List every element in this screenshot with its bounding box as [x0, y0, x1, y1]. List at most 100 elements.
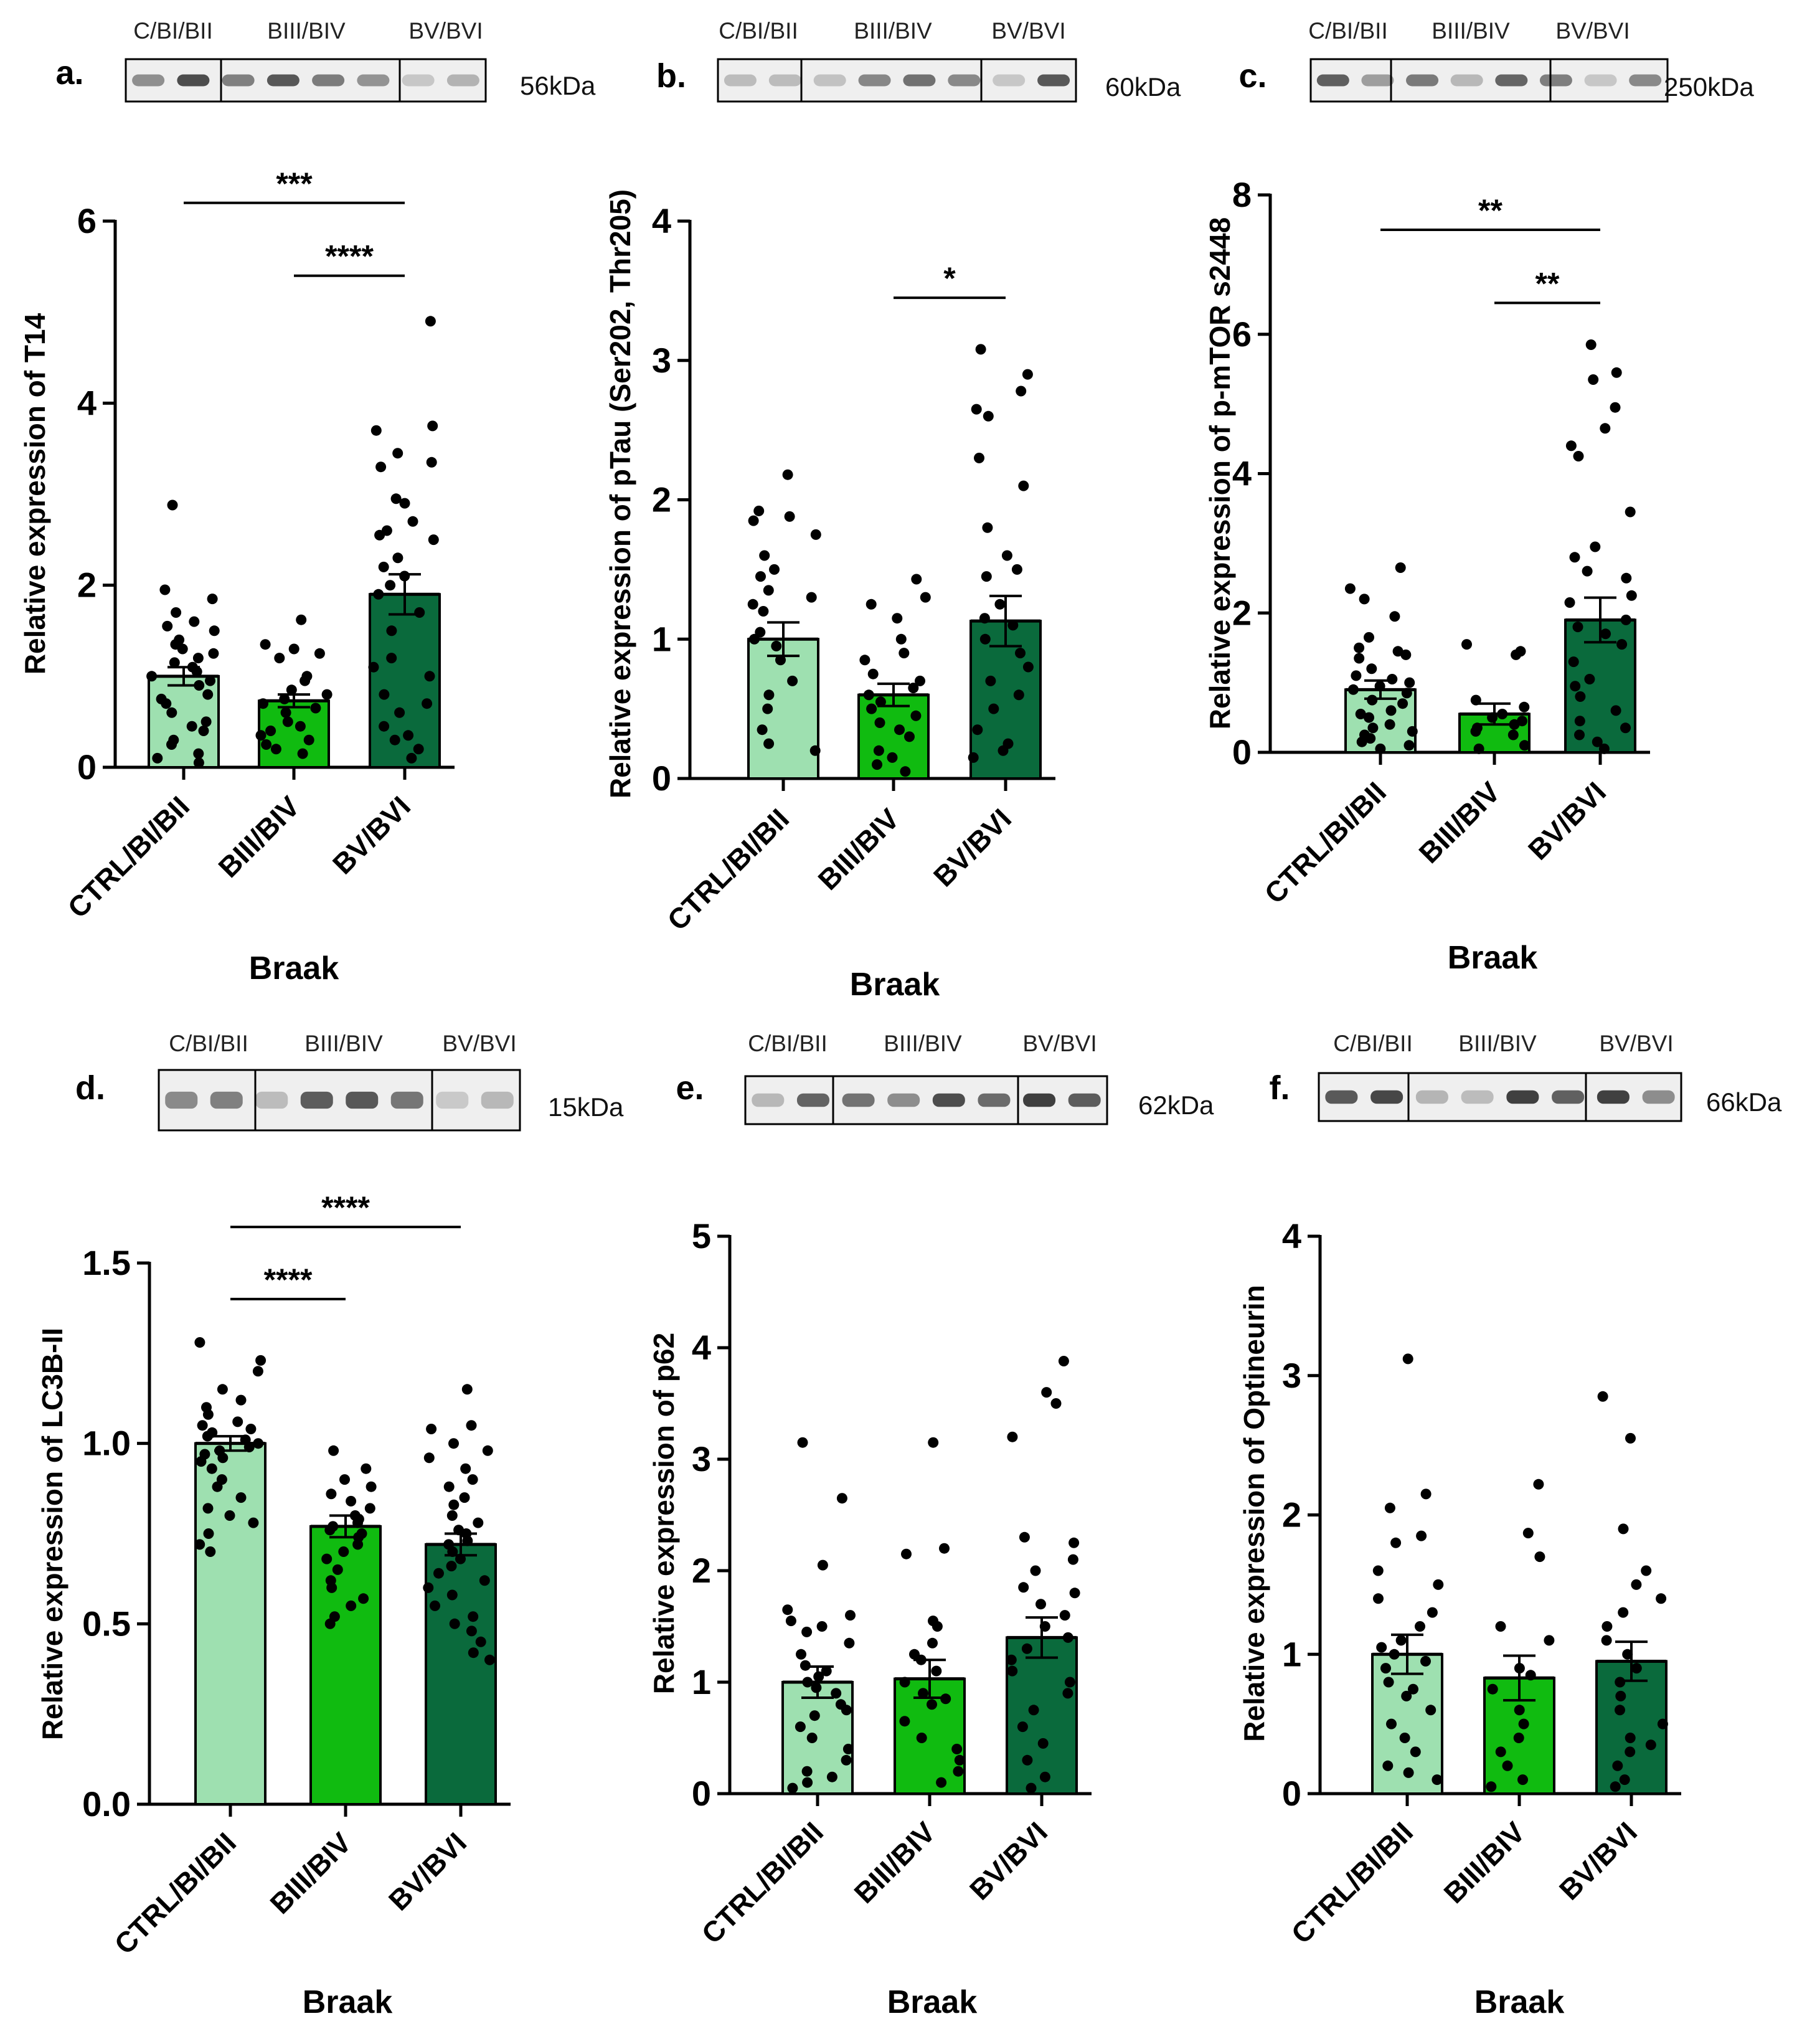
data-point	[261, 739, 272, 750]
blot-lane-label: BV/BVI	[1599, 1031, 1673, 1056]
data-point	[1403, 740, 1415, 751]
data-point	[908, 683, 919, 694]
panel-letter: e.	[676, 1069, 704, 1107]
blot-band	[1325, 1090, 1358, 1104]
data-point	[295, 721, 306, 732]
data-point	[200, 716, 212, 727]
y-tick-label: 0	[692, 1774, 711, 1813]
data-point	[1018, 1582, 1029, 1593]
data-point	[816, 1621, 828, 1632]
data-point	[1375, 743, 1386, 754]
data-point	[1631, 1579, 1642, 1590]
blot-band	[446, 74, 479, 87]
data-point	[339, 1474, 350, 1485]
data-point	[189, 616, 200, 627]
data-point	[753, 505, 765, 516]
data-point	[166, 739, 177, 750]
data-point	[1592, 736, 1603, 747]
y-tick-label: 2	[652, 480, 671, 519]
data-point	[466, 1625, 477, 1637]
data-point	[321, 689, 333, 700]
blot-band	[1415, 1090, 1448, 1104]
blot-lane-label: C/BI/BII	[748, 1031, 827, 1056]
data-point	[763, 585, 774, 596]
data-point	[1384, 1502, 1395, 1513]
data-point	[424, 671, 435, 682]
data-point	[1470, 726, 1481, 737]
data-point	[425, 316, 436, 327]
data-point	[255, 1355, 267, 1366]
data-point	[217, 1452, 229, 1464]
data-point	[475, 1636, 486, 1647]
blot-band	[1037, 74, 1070, 87]
blot-lane-label: BV/BVI	[991, 18, 1065, 44]
blot-lane-label: BIII/BIV	[304, 1031, 383, 1056]
y-tick-label: 3	[692, 1439, 711, 1479]
panel-letter: d.	[75, 1069, 105, 1107]
western-blot: C/BI/BII BIII/BIV BV/BVI	[158, 1031, 521, 1132]
data-point	[413, 744, 424, 755]
data-point	[171, 607, 182, 618]
blot-band	[724, 74, 757, 87]
data-point	[983, 410, 994, 422]
blot-band	[1629, 74, 1662, 87]
data-point	[1564, 597, 1575, 608]
blot-lane-label: BIII/BIV	[1432, 18, 1510, 44]
blot-band	[165, 1091, 198, 1109]
data-point	[892, 613, 903, 624]
y-tick-label: 1	[652, 619, 671, 658]
y-axis-title: Relative expression of p-mTOR s2448	[1204, 217, 1236, 729]
data-point	[1415, 1621, 1425, 1632]
data-point	[795, 1721, 806, 1733]
y-tick-label: 1	[692, 1662, 711, 1701]
data-point	[1486, 1781, 1497, 1792]
data-point	[459, 1492, 470, 1503]
data-point	[1395, 562, 1406, 573]
data-point	[1376, 1642, 1387, 1653]
data-point	[1069, 1587, 1080, 1599]
x-tick-label: CTRL/BI/BII	[695, 1815, 829, 1950]
data-point	[1420, 1655, 1431, 1667]
data-point	[771, 640, 782, 651]
data-point	[1588, 374, 1599, 385]
data-point	[1495, 1746, 1506, 1758]
data-point	[806, 592, 817, 603]
blot-lane-label: BV/BVI	[408, 18, 483, 44]
data-point	[763, 689, 775, 701]
blot-band	[1370, 1090, 1403, 1104]
data-point	[859, 655, 870, 666]
blot-lane-label: C/BI/BII	[1308, 18, 1387, 44]
data-point	[446, 1510, 458, 1521]
significance-label: ****	[264, 1262, 313, 1297]
data-point	[314, 648, 325, 659]
data-point	[810, 529, 821, 540]
data-point	[1041, 1387, 1052, 1398]
data-point	[845, 1610, 856, 1621]
data-point	[831, 1688, 842, 1699]
data-point	[1006, 1654, 1017, 1665]
data-point	[1509, 719, 1520, 730]
data-point	[252, 1366, 263, 1377]
blot-band	[932, 1093, 965, 1107]
data-point	[352, 1539, 364, 1550]
data-point	[874, 717, 885, 728]
data-point	[1427, 1607, 1438, 1618]
blot-lane-label: BV/BVI	[442, 1031, 516, 1056]
blot-band	[1023, 1093, 1056, 1107]
data-point	[374, 529, 385, 541]
blot-band	[813, 74, 846, 87]
data-point	[205, 1546, 216, 1557]
data-point	[1502, 1760, 1513, 1771]
data-point	[1657, 1718, 1668, 1729]
y-tick-label: 1.5	[82, 1243, 131, 1282]
western-blot: C/BI/BII BIII/BIV BV/BVI	[717, 18, 1077, 103]
data-point	[1387, 674, 1398, 684]
significance-label: *	[943, 261, 956, 296]
data-point	[361, 1463, 372, 1474]
x-tick-label: BIII/BIV	[847, 1815, 941, 1909]
x-tick-label: BV/BVI	[1522, 775, 1612, 866]
panel-d: d. C/BI/BII BIII/BIV BV/BVI 15kDa 0.0 0.5 1.0 1.…	[36, 1031, 624, 2020]
data-point	[265, 726, 276, 736]
data-point	[841, 1705, 852, 1716]
data-point	[392, 448, 403, 459]
